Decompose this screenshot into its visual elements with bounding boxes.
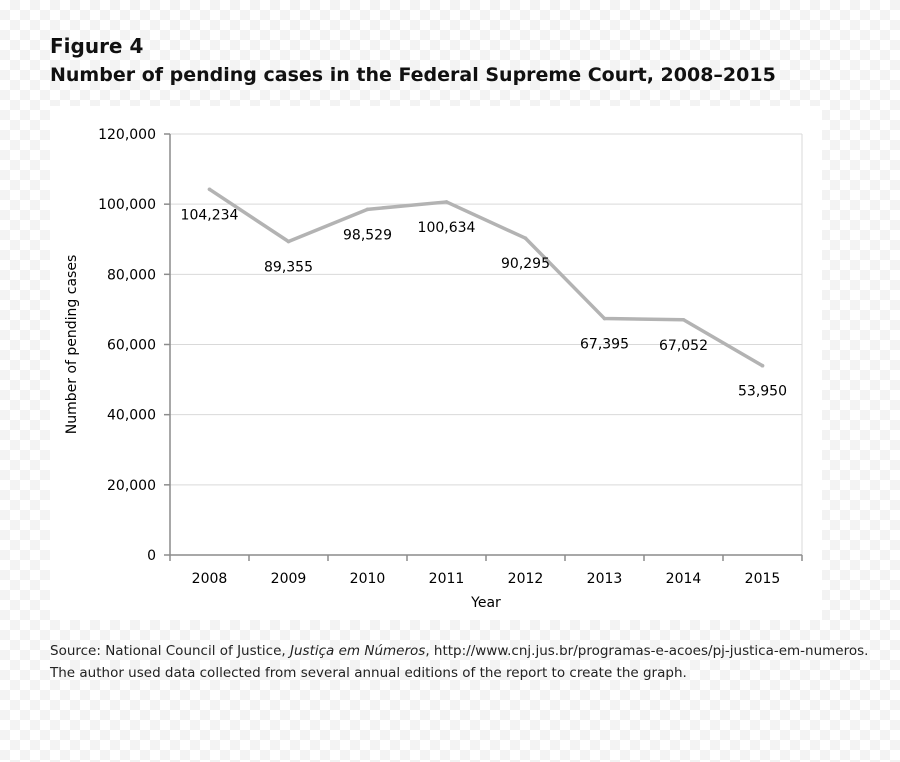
data-point	[681, 317, 686, 322]
data-point	[760, 363, 765, 368]
y-tick-label: 60,000	[107, 338, 156, 354]
data-label: 53,950	[738, 384, 787, 400]
data-point	[286, 239, 291, 244]
line-chart: 0 20,000 40,000 60,000 80,000 100,000 120,000 2…	[64, 127, 803, 611]
source-prefix: Source: National Council of Justice,	[50, 643, 290, 659]
data-label: 89,355	[264, 260, 313, 276]
x-tick-label: 2009	[271, 571, 307, 587]
x-tick-label: 2008	[192, 571, 228, 587]
data-label: 104,234	[181, 207, 239, 223]
y-axis-title: Number of pending cases	[64, 255, 80, 434]
y-tick-label: 80,000	[107, 267, 156, 283]
data-label: 67,052	[659, 338, 708, 354]
y-tick-label: 40,000	[107, 408, 156, 424]
data-label: 67,395	[580, 337, 629, 353]
figure-label: Figure 4	[50, 34, 144, 58]
data-point	[602, 316, 607, 321]
source-publication: Justiça em Números	[290, 643, 426, 659]
x-axis-title: Year	[470, 595, 501, 611]
data-point	[365, 207, 370, 212]
data-point	[207, 187, 212, 192]
data-point	[444, 200, 449, 204]
x-tick-label: 2011	[429, 571, 465, 587]
x-tick-label: 2012	[508, 571, 544, 587]
data-label: 100,634	[418, 220, 476, 236]
y-tick-label: 0	[147, 548, 156, 564]
data-label: 98,529	[343, 227, 392, 243]
data-point	[523, 236, 528, 241]
source-line-1: Source: National Council of Justice, Jus…	[50, 640, 870, 662]
figure-title: Number of pending cases in the Federal S…	[50, 64, 776, 86]
data-label: 90,295	[501, 256, 550, 272]
source-line-2: The author used data collected from seve…	[50, 665, 687, 681]
x-tick-label: 2013	[587, 571, 623, 587]
x-tick-label: 2014	[666, 571, 702, 587]
x-tick-label: 2015	[745, 571, 781, 587]
chart-panel: 0 20,000 40,000 60,000 80,000 100,000 120,000 2…	[50, 106, 822, 620]
x-tick-label: 2010	[350, 571, 386, 587]
y-tick-label: 120,000	[98, 127, 156, 143]
y-tick-label: 100,000	[98, 197, 156, 213]
series-line-pending-cases	[207, 187, 765, 368]
source-suffix: , http://www.cnj.jus.br/programas-e-acoe…	[425, 643, 869, 659]
y-tick-label: 20,000	[107, 478, 156, 494]
source-note: Source: National Council of Justice, Jus…	[50, 640, 870, 684]
